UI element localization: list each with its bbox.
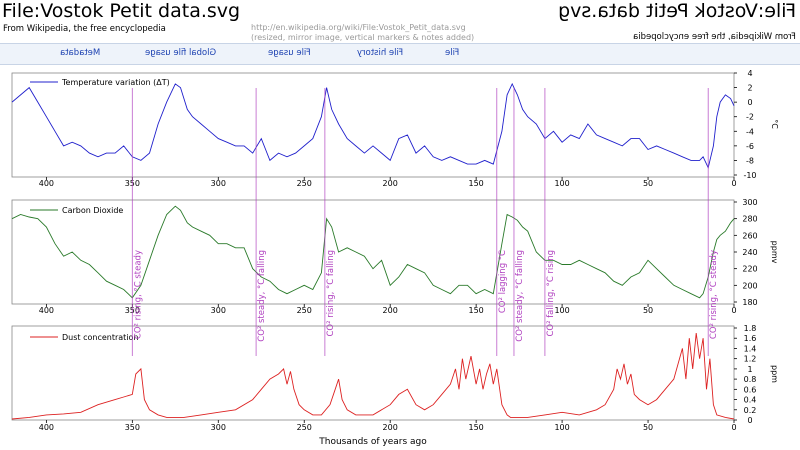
x-tick-label: 200: [383, 306, 398, 315]
marker-annotation: CO² lagging °C: [498, 250, 508, 313]
y-tick-label: 1: [747, 365, 752, 374]
x-tick-label: 400: [39, 179, 54, 188]
marker-annotation: CO² steady, °C falling: [515, 250, 525, 342]
x-tick-label: 400: [39, 423, 54, 432]
source-note: http://en.wikipedia.org/wiki/File:Vostok…: [251, 23, 474, 43]
y-tick-label: -4: [746, 127, 754, 136]
y-tick-label: 1.2: [744, 355, 757, 364]
y-tick-label: 0.2: [744, 406, 757, 415]
x-tick-label: 200: [383, 179, 398, 188]
file-nav-bar: Metadata Global file usage File usage Fi…: [0, 43, 800, 65]
x-tick-label: 100: [554, 179, 569, 188]
y-unit-label: ppmv: [770, 241, 779, 264]
x-axis-title: Thousands of years ago: [318, 437, 427, 447]
x-tick-label: 50: [643, 179, 653, 188]
y-tick-label: -8: [746, 156, 754, 165]
page-title: File:Vostok Petit data.svg: [2, 0, 241, 22]
marker-annotation: CO² rising, °C steady: [709, 250, 719, 339]
marker-annotation: CO² rising, °C steady: [133, 250, 143, 339]
legend-label: Temperature variation (ΔT): [61, 78, 170, 87]
y-tick-label: 0.6: [744, 385, 757, 394]
marker-annotation: CO² steady, °C falling: [257, 250, 267, 342]
y-tick-label: 4: [747, 69, 752, 78]
y-tick-label: 260: [742, 231, 757, 240]
y-tick-label: 240: [742, 248, 757, 257]
y-tick-label: 300: [742, 198, 757, 207]
x-tick-label: 150: [469, 179, 484, 188]
marker-annotation: CO² falling, °C rising: [546, 250, 556, 337]
x-tick-label: 150: [469, 423, 484, 432]
y-tick-label: 1.4: [744, 344, 757, 353]
page-subtitle: From Wikipedia, the free encyclopedia: [3, 24, 166, 34]
x-tick-label: 250: [297, 306, 312, 315]
y-tick-label: 200: [742, 281, 757, 290]
source-note-url: http://en.wikipedia.org/wiki/File:Vostok…: [251, 23, 466, 32]
x-tick-label: 100: [554, 423, 569, 432]
y-tick-label: 1.8: [744, 324, 757, 333]
x-tick-label: 350: [125, 423, 140, 432]
y-unit-label: °C: [770, 119, 779, 129]
legend-label: Dust concentration: [62, 333, 138, 342]
x-tick-label: 50: [643, 306, 653, 315]
y-tick-label: 280: [742, 215, 757, 224]
source-note-details: (resized, mirror image, vertical markers…: [251, 33, 475, 42]
panel-frame: [11, 325, 735, 421]
y-tick-label: -10: [743, 171, 756, 180]
y-tick-label: -2: [746, 113, 754, 122]
y-tick-label: 0.8: [744, 375, 757, 384]
x-tick-label: 300: [211, 306, 226, 315]
x-tick-label: 200: [383, 423, 398, 432]
x-tick-label: 300: [211, 423, 226, 432]
series-line: [11, 205, 735, 299]
x-tick-label: 0: [731, 306, 736, 315]
y-tick-label: 0.4: [744, 396, 757, 405]
y-tick-label: 2: [747, 84, 752, 93]
x-tick-label: 300: [211, 179, 226, 188]
panel-frame: [11, 199, 735, 305]
y-tick-label: 180: [742, 298, 757, 307]
series-line: [11, 333, 735, 420]
legend-label: Carbon Dioxide: [62, 206, 123, 215]
series-line: [11, 82, 735, 170]
y-tick-label: 1.6: [744, 334, 757, 343]
y-tick-label: 220: [742, 265, 757, 274]
x-tick-label: 0: [731, 423, 736, 432]
y-tick-label: 0: [747, 98, 752, 107]
panel-frame: [11, 72, 735, 178]
x-tick-label: 400: [39, 306, 54, 315]
y-tick-label: 0: [747, 416, 752, 425]
x-tick-label: 250: [297, 179, 312, 188]
y-tick-label: -6: [746, 142, 754, 151]
x-tick-label: 50: [643, 423, 653, 432]
marker-annotation: CO² rising, °C falling: [326, 250, 336, 337]
y-unit-label: ppm: [770, 365, 779, 383]
x-tick-label: 150: [469, 306, 484, 315]
x-tick-label: 0: [731, 179, 736, 188]
x-tick-label: 100: [554, 306, 569, 315]
x-tick-label: 250: [297, 423, 312, 432]
